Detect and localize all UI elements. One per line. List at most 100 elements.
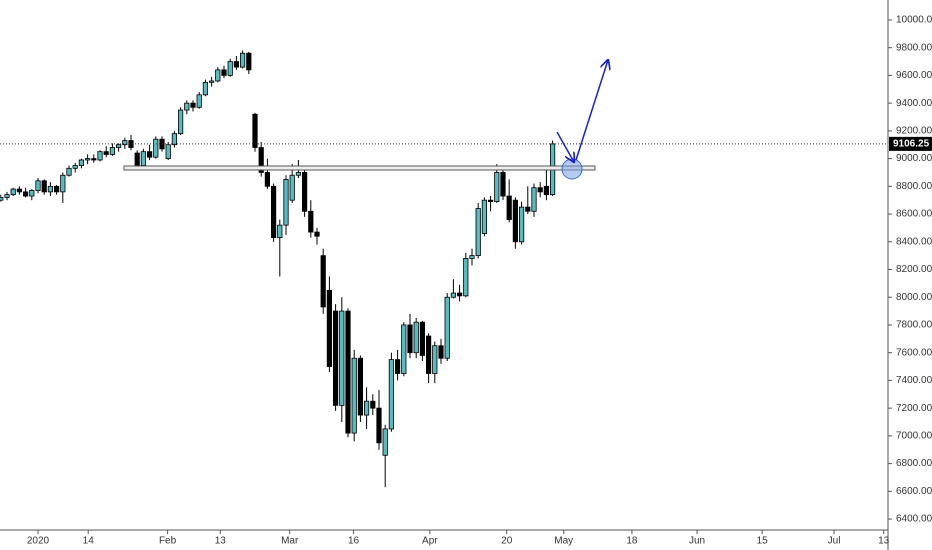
y-tick-label: 10000.00 — [896, 15, 932, 26]
candle-body — [500, 172, 506, 197]
x-tick-label: 15 — [757, 536, 769, 547]
candle-body — [252, 113, 258, 148]
candle-body — [463, 258, 469, 297]
candle-body — [295, 172, 301, 176]
candle-body — [320, 255, 326, 308]
candle-body — [109, 147, 116, 155]
candle-body — [10, 188, 16, 196]
candle-body — [122, 140, 128, 146]
candle-body — [413, 321, 419, 354]
candle-body — [326, 289, 332, 367]
up-arrow — [575, 60, 608, 161]
candle-body — [444, 296, 450, 359]
candle-body — [388, 359, 394, 430]
candle-body — [258, 147, 264, 173]
candle-body — [506, 195, 512, 220]
y-tick-label: 6400.00 — [896, 514, 932, 525]
candle-body — [29, 190, 35, 197]
candle-body — [35, 180, 41, 191]
candle-body — [394, 359, 401, 374]
candle-body — [376, 407, 382, 444]
candle-body — [128, 140, 134, 148]
candle-body — [165, 144, 171, 159]
candle-body — [289, 174, 295, 201]
candle-body — [190, 102, 196, 108]
candle-body — [41, 180, 47, 193]
candle-body — [60, 174, 66, 193]
x-tick-label: 18 — [626, 536, 638, 547]
last-price-label: 9106.25 — [893, 139, 930, 150]
plot-area — [0, 50, 888, 488]
candle-body — [456, 292, 463, 297]
x-tick-label: Mar — [281, 536, 299, 547]
candle-body — [531, 187, 537, 212]
x-tick-label: May — [554, 536, 573, 547]
y-tick-label: 7800.00 — [896, 320, 932, 331]
candle-body — [283, 178, 289, 226]
candle-body — [525, 206, 531, 212]
candle-body — [233, 61, 239, 68]
y-tick-label: 8600.00 — [896, 209, 932, 220]
candle-body — [221, 69, 227, 76]
last-price-box — [889, 136, 932, 151]
candle-body — [438, 345, 444, 359]
candle-body — [246, 52, 252, 71]
candle-body — [301, 172, 308, 212]
candle-body — [518, 206, 525, 243]
x-tick-label: 20 — [501, 536, 513, 547]
candle-body — [227, 61, 233, 76]
x-tick-label: 14 — [83, 536, 95, 547]
candle-body — [469, 255, 475, 259]
candle-body — [78, 159, 85, 166]
candle-body — [72, 165, 78, 169]
candle-body — [264, 172, 270, 187]
candle-body — [85, 158, 91, 161]
candle-body — [512, 199, 518, 243]
candle-body — [91, 158, 97, 161]
candle-body — [147, 151, 153, 158]
y-tick-label: 9600.00 — [896, 70, 932, 81]
candle-body — [116, 144, 122, 148]
candle-body — [339, 310, 345, 406]
y-tick-label: 9200.00 — [896, 126, 932, 137]
x-tick-label: 13 — [215, 536, 227, 547]
candle-body — [208, 80, 215, 83]
candle-body — [332, 310, 339, 406]
x-tick-label: 13 — [878, 536, 890, 547]
y-tick-label: 9000.00 — [896, 153, 932, 164]
candle-body — [370, 400, 376, 409]
x-tick-label: 16 — [348, 536, 360, 547]
candle-body — [0, 197, 4, 201]
y-tick-label: 9400.00 — [896, 98, 932, 109]
x-tick-label: Jul — [828, 536, 841, 547]
candle-body — [140, 151, 147, 166]
candle-body — [153, 138, 159, 158]
candle-body — [357, 357, 363, 416]
candle-body — [419, 321, 425, 356]
candle-body — [47, 185, 54, 193]
y-tick-label: 8800.00 — [896, 181, 932, 192]
candle-body — [103, 151, 109, 155]
y-tick-label: 8400.00 — [896, 236, 932, 247]
x-tick-label: Apr — [422, 536, 438, 547]
candle-body — [543, 185, 549, 196]
candle-body — [481, 199, 487, 234]
candle-body — [178, 109, 184, 135]
candle-body — [16, 188, 23, 193]
candle-body — [382, 428, 388, 456]
y-tick-label: 7400.00 — [896, 375, 932, 386]
candle-body — [475, 208, 481, 257]
retest-circle — [561, 158, 583, 180]
candle-body — [308, 210, 314, 233]
y-tick-label: 7200.00 — [896, 403, 932, 414]
candle-body — [4, 194, 10, 198]
y-tick-label: 6800.00 — [896, 458, 932, 469]
candle-body — [134, 152, 140, 166]
candle-body — [66, 167, 72, 176]
candle-body — [407, 324, 413, 354]
candle-body — [23, 191, 29, 197]
candle-body — [345, 310, 351, 434]
y-tick-label: 7600.00 — [896, 347, 932, 358]
x-tick-label: Feb — [159, 536, 177, 547]
candle-body — [277, 224, 283, 239]
